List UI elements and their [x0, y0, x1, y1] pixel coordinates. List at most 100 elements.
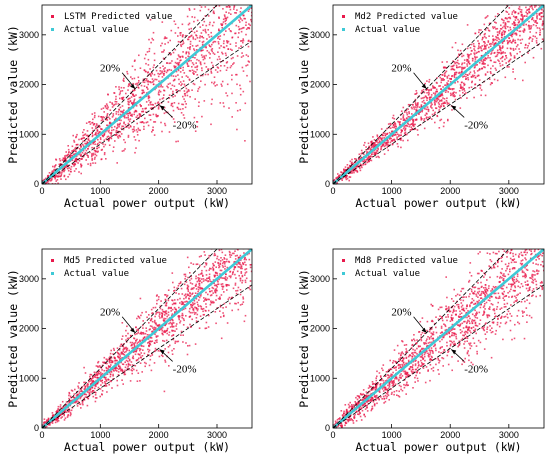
- predicted-point: [74, 147, 76, 150]
- predicted-point: [169, 344, 171, 347]
- predicted-point: [225, 244, 227, 246]
- predicted-point: [107, 106, 109, 108]
- predicted-point: [173, 20, 176, 23]
- predicted-point: [485, 46, 487, 48]
- predicted-point: [94, 394, 97, 396]
- predicted-point: [92, 154, 95, 156]
- predicted-point: [221, 259, 224, 261]
- predicted-point: [420, 92, 423, 94]
- predicted-point: [214, 242, 216, 244]
- predicted-point: [208, 273, 211, 276]
- predicted-point: [150, 75, 152, 77]
- predicted-point: [57, 175, 60, 178]
- predicted-point: [79, 148, 81, 150]
- predicted-point: [349, 172, 352, 174]
- predicted-point: [69, 156, 72, 158]
- predicted-point: [96, 376, 99, 379]
- predicted-point: [91, 141, 94, 144]
- predicted-point: [68, 409, 71, 412]
- predicted-point: [242, 220, 244, 222]
- predicted-point: [149, 328, 151, 330]
- predicted-point: [89, 151, 91, 154]
- predicted-point: [134, 353, 137, 356]
- predicted-point: [50, 180, 52, 182]
- predicted-point: [203, 300, 205, 302]
- predicted-point: [107, 135, 110, 138]
- predicted-point: [201, 115, 203, 118]
- predicted-point: [103, 116, 105, 119]
- predicted-point: [247, 27, 249, 29]
- predicted-point: [470, 43, 473, 46]
- predicted-point: [453, 64, 455, 67]
- predicted-point: [485, 37, 487, 39]
- predicted-point: [66, 167, 69, 170]
- predicted-point: [396, 133, 399, 135]
- predicted-point: [511, 33, 513, 36]
- predicted-point: [99, 388, 102, 390]
- predicted-point: [90, 378, 93, 381]
- predicted-point: [146, 121, 149, 123]
- predicted-point: [532, 24, 535, 26]
- predicted-point: [401, 130, 403, 132]
- predicted-point: [64, 410, 66, 413]
- predicted-point: [207, 15, 210, 17]
- predicted-point: [427, 110, 430, 113]
- predicted-point: [478, 62, 481, 64]
- predicted-point: [500, 24, 502, 27]
- predicted-point: [175, 292, 177, 294]
- predicted-point: [386, 141, 388, 144]
- predicted-point: [463, 82, 465, 85]
- predicted-point: [85, 159, 87, 161]
- predicted-point: [346, 164, 349, 166]
- predicted-point: [506, 18, 508, 20]
- predicted-point: [530, 0, 532, 1]
- predicted-point: [214, 85, 217, 87]
- predicted-point: [478, 50, 480, 53]
- predicted-point: [246, 225, 248, 227]
- predicted-point: [93, 376, 96, 378]
- predicted-point: [69, 414, 72, 417]
- predicted-point: [518, 20, 521, 22]
- predicted-point: [196, 68, 198, 71]
- predicted-point: [538, 27, 541, 29]
- predicted-point: [492, 65, 494, 67]
- predicted-point: [244, 281, 247, 284]
- predicted-point: [168, 334, 170, 336]
- predicted-point: [56, 419, 59, 421]
- predicted-point: [518, 48, 520, 50]
- predicted-point: [197, 279, 200, 282]
- predicted-point: [542, 20, 544, 23]
- predicted-point: [218, 265, 221, 268]
- predicted-point: [242, 1, 244, 3]
- predicted-point: [381, 137, 384, 139]
- predicted-point: [226, 227, 228, 229]
- predicted-point: [99, 371, 102, 374]
- predicted-point: [208, 314, 210, 317]
- predicted-point: [394, 127, 397, 130]
- predicted-point: [423, 118, 426, 120]
- predicted-point: [145, 111, 147, 113]
- predicted-point: [462, 67, 465, 70]
- predicted-point: [202, 37, 205, 39]
- predicted-point: [95, 150, 98, 153]
- predicted-point: [159, 350, 162, 352]
- predicted-point: [243, 235, 245, 237]
- predicted-point: [51, 178, 53, 180]
- predicted-point: [473, 342, 476, 344]
- predicted-point: [237, 257, 240, 259]
- predicted-point: [169, 39, 171, 42]
- predicted-point: [166, 315, 168, 318]
- predicted-point: [102, 116, 104, 118]
- predicted-point: [223, 245, 225, 247]
- predicted-point: [492, 26, 494, 28]
- predicted-point: [420, 117, 422, 120]
- predicted-point: [128, 97, 130, 100]
- predicted-point: [176, 58, 179, 60]
- predicted-point: [157, 311, 159, 314]
- predicted-point: [461, 296, 464, 299]
- predicted-point: [445, 67, 448, 69]
- predicted-point: [105, 385, 108, 387]
- predicted-point: [229, 271, 231, 273]
- predicted-point: [376, 140, 378, 142]
- predicted-point: [541, 24, 544, 27]
